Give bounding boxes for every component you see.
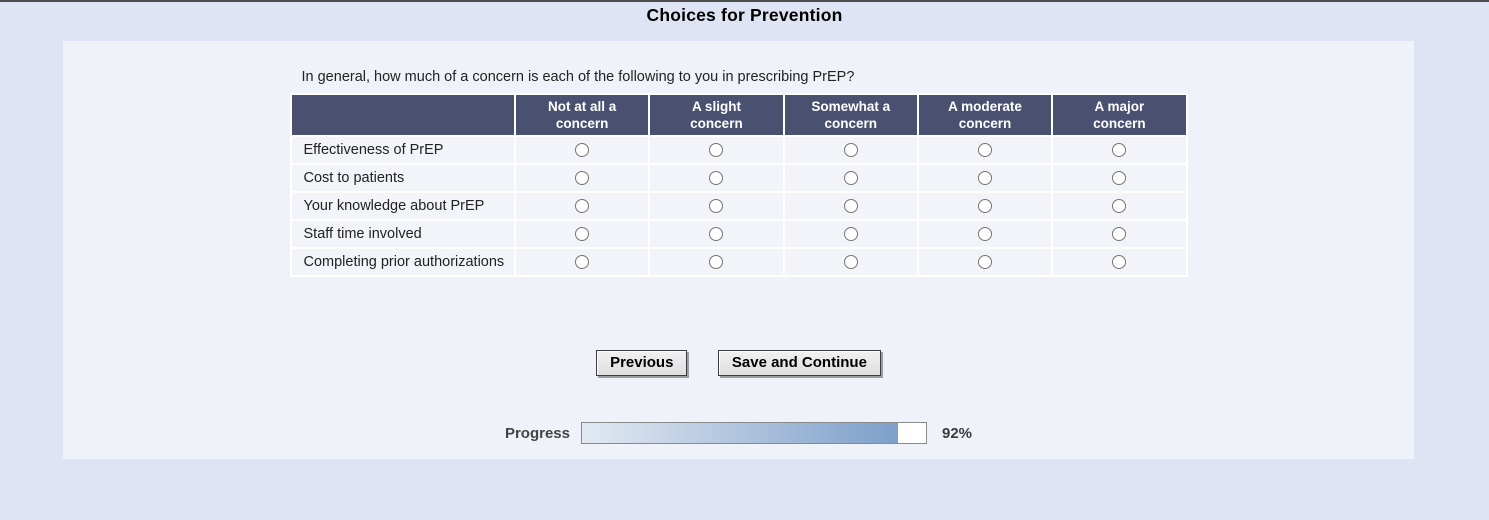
table-row: Your knowledge about PrEP (289, 191, 1188, 221)
row-label: Cost to patients (289, 163, 516, 193)
button-row: Previous Save and Continue (290, 350, 1188, 376)
radio-button[interactable] (1112, 199, 1127, 214)
radio-button[interactable] (843, 227, 858, 242)
row-label: Your knowledge about PrEP (289, 191, 516, 221)
column-header-major: A major concern (1051, 93, 1188, 137)
radio-button[interactable] (709, 227, 724, 242)
radio-button[interactable] (575, 255, 590, 270)
question-text: In general, how much of a concern is eac… (301, 69, 855, 85)
column-header-moderate: A moderate concern (916, 93, 1054, 137)
radio-button[interactable] (843, 199, 858, 214)
radio-button[interactable] (1112, 255, 1127, 270)
column-header-not-at-all: Not at all a concern (513, 93, 651, 137)
progress-fill (582, 423, 899, 443)
table-row: Staff time involved (289, 219, 1188, 249)
radio-button[interactable] (709, 171, 724, 186)
radio-button[interactable] (709, 255, 724, 270)
concern-matrix-table: Not at all a concern A slight concern So… (289, 93, 1188, 277)
table-row: Completing prior authorizations (289, 247, 1188, 277)
radio-button[interactable] (1112, 227, 1127, 242)
radio-button[interactable] (1112, 171, 1127, 186)
progress-label: Progress (504, 424, 570, 442)
radio-button[interactable] (575, 199, 590, 214)
radio-button[interactable] (709, 143, 724, 158)
radio-button[interactable] (978, 227, 993, 242)
radio-button[interactable] (709, 199, 724, 214)
table-row: Cost to patients (289, 163, 1188, 193)
page-title: Choices for Prevention (646, 5, 843, 25)
radio-button[interactable] (843, 171, 858, 186)
top-divider (0, 0, 1489, 2)
radio-button[interactable] (843, 143, 858, 158)
radio-button[interactable] (575, 143, 590, 158)
progress-bar (581, 422, 927, 444)
column-header-slight: A slight concern (648, 93, 785, 137)
header-row: Not at all a concern A slight concern So… (289, 93, 1188, 137)
radio-button[interactable] (575, 227, 590, 242)
row-label: Completing prior authorizations (289, 247, 516, 277)
empty-corner-header (289, 93, 516, 137)
previous-button[interactable]: Previous (596, 350, 688, 376)
row-label: Effectiveness of PrEP (289, 135, 516, 165)
progress-percent: 92% (942, 424, 973, 442)
radio-button[interactable] (843, 255, 858, 270)
radio-button[interactable] (978, 199, 993, 214)
progress-row: Progress 92% (290, 422, 1188, 444)
table-row: Effectiveness of PrEP (289, 135, 1188, 165)
radio-button[interactable] (1112, 143, 1127, 158)
survey-content: In general, how much of a concern is eac… (289, 41, 1188, 444)
radio-button[interactable] (978, 143, 993, 158)
save-continue-button[interactable]: Save and Continue (717, 350, 881, 376)
radio-button[interactable] (978, 171, 993, 186)
column-header-somewhat: Somewhat a concern (782, 93, 919, 137)
survey-panel: In general, how much of a concern is eac… (63, 41, 1414, 459)
radio-button[interactable] (978, 255, 993, 270)
row-label: Staff time involved (289, 219, 516, 249)
radio-button[interactable] (575, 171, 590, 186)
